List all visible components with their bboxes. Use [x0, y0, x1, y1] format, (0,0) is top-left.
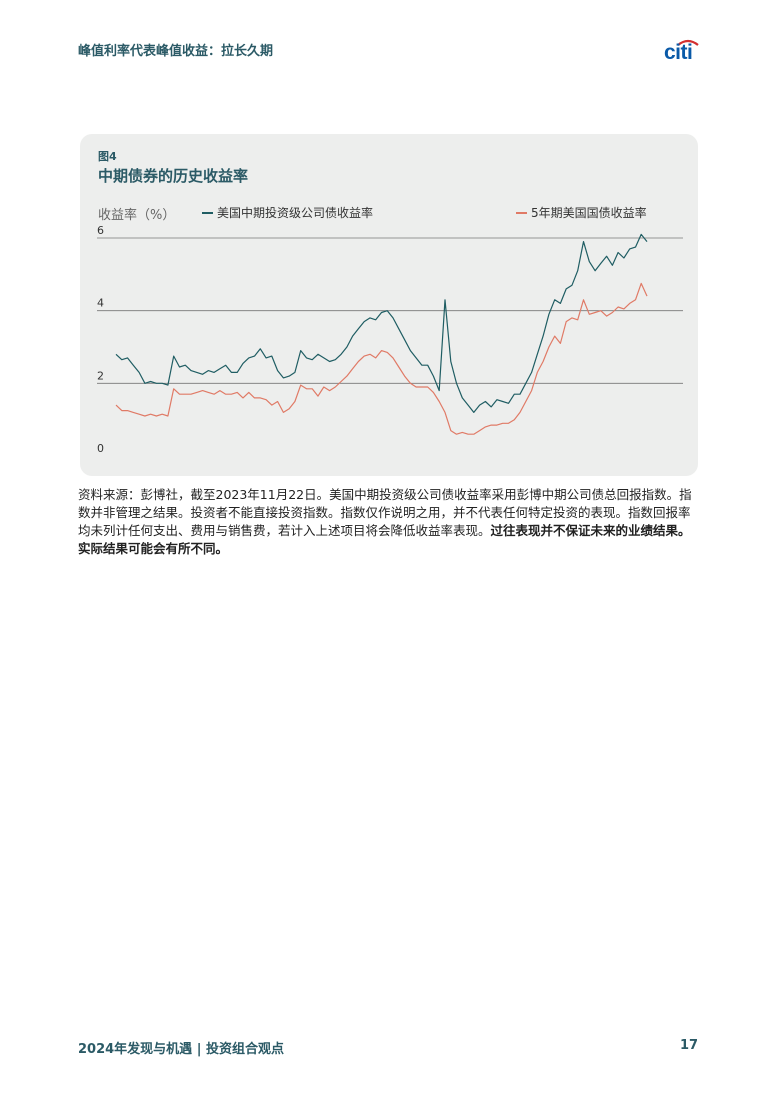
legend-item-corporate: 美国中期投资级公司债收益率 [202, 204, 373, 221]
legend-label-corporate: 美国中期投资级公司债收益率 [217, 206, 374, 220]
legend-item-treasury: 5年期美国国债收益率 [516, 204, 647, 221]
logo-arc-icon [677, 39, 699, 46]
series-line-corporate [115, 233, 648, 413]
legend-swatch-treasury [516, 211, 527, 214]
legend-label-treasury: 5年期美国国债收益率 [531, 206, 647, 220]
legend-swatch-corporate [202, 211, 213, 214]
footnote-disclaimer: 过往表现并不保证未来的业绩结果。实际结果可能会有所不同。 [78, 523, 691, 556]
series-line-treasury [115, 282, 648, 435]
page-number: 17 [680, 1038, 699, 1053]
y-tick-label: 6 [97, 224, 104, 237]
yield-line-chart: 0 2 4 6 [97, 224, 683, 455]
footnote-text: 资料来源：彭博社，截至2023年11月22日。美国中期投资级公司债收益率采用彭博… [78, 487, 692, 538]
y-tick-label: 4 [97, 297, 104, 310]
figure-title: 中期债券的历史收益率 [98, 167, 249, 185]
figure-label: 图4 [98, 150, 117, 163]
source-footnote: 资料来源：彭博社，截至2023年11月22日。美国中期投资级公司债收益率采用彭博… [78, 486, 698, 558]
y-axis-label: 收益率（%） [98, 208, 176, 223]
figure-card: 图4 中期债券的历史收益率 收益率（%） 美国中期投资级公司债收益率 5年期美国… [80, 134, 698, 476]
y-tick-label: 0 [97, 442, 104, 455]
page-header-title: 峰值利率代表峰值收益：拉长久期 [78, 44, 274, 59]
logo-wordmark: citi [664, 41, 693, 64]
citi-logo: citi [664, 36, 704, 66]
footer-publication-title: 2024年发现与机遇 | 投资组合观点 [78, 1042, 284, 1057]
y-tick-label: 2 [97, 369, 104, 382]
